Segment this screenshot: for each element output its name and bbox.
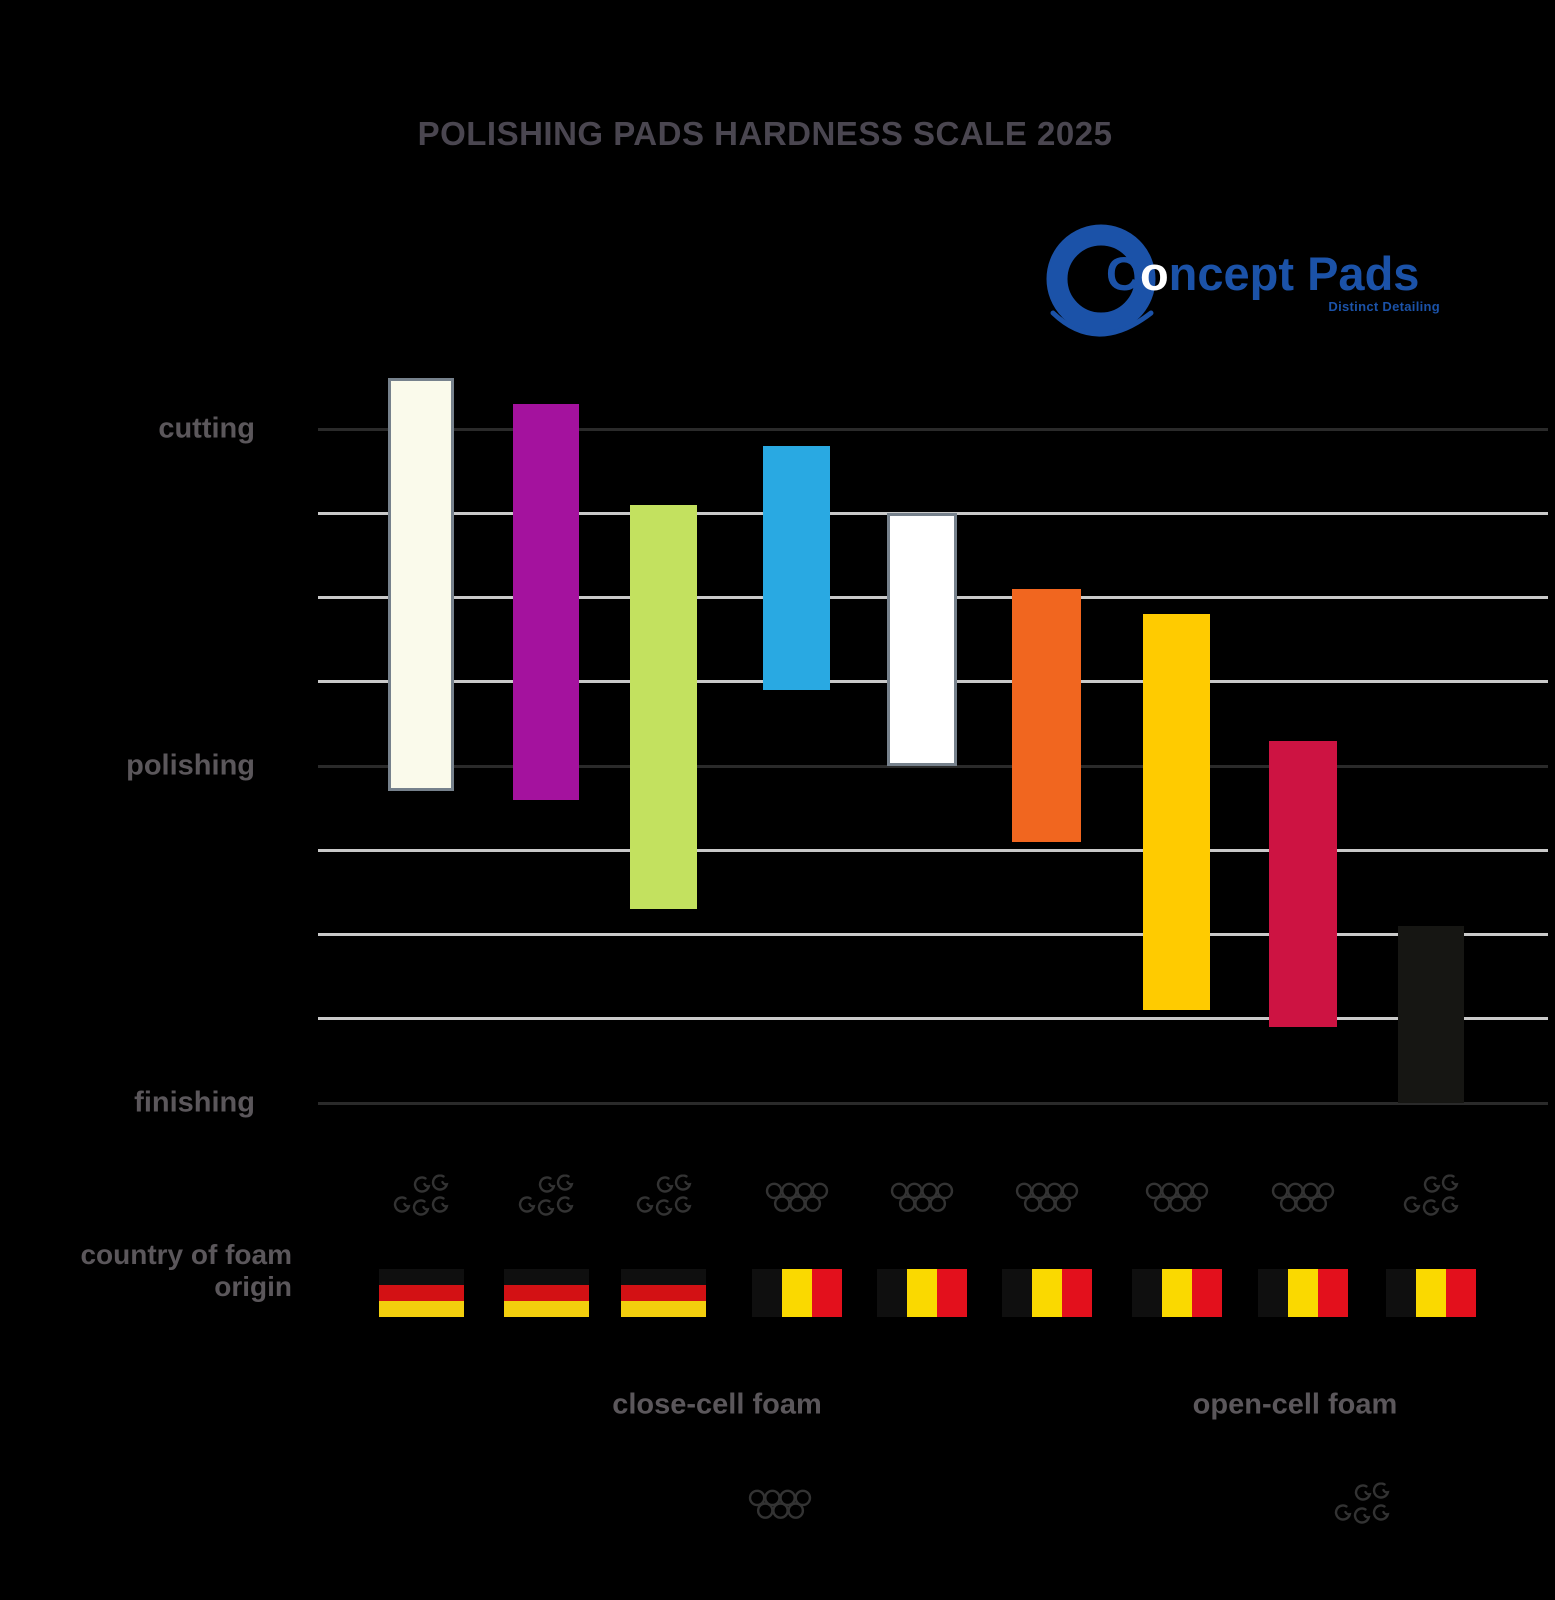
bar-purple (513, 403, 579, 800)
brand-letter-c: C (1106, 247, 1140, 300)
gridline-minor (318, 848, 1548, 852)
bar-black (1398, 926, 1464, 1103)
axis-label-cutting: cutting (158, 412, 255, 445)
flag-stripe (1191, 1269, 1222, 1317)
gridline-minor (318, 933, 1548, 936)
brand-letter-o: o (1139, 247, 1169, 300)
flag-stripe (503, 1285, 589, 1301)
flag-germany (378, 1269, 464, 1317)
close-cell-icon (1015, 1182, 1079, 1213)
gridline-major (318, 427, 1548, 431)
logo-brand-text: Concept Pads (1106, 250, 1419, 297)
flag-belgium (1258, 1269, 1348, 1317)
flag-stripe (378, 1285, 464, 1301)
bar-white (887, 513, 957, 766)
legend-label-close-cell: close-cell foam (612, 1388, 822, 1421)
legend-label-open-cell: open-cell foam (1192, 1388, 1398, 1421)
flag-stripe (751, 1269, 782, 1317)
flag-stripe (503, 1269, 589, 1285)
flag-stripe (621, 1301, 706, 1317)
close-cell-icon (1271, 1182, 1335, 1213)
close-cell-icon (1145, 1182, 1209, 1213)
flag-belgium (1001, 1269, 1092, 1317)
bar-orange (1012, 589, 1081, 842)
close-cell-icon (765, 1182, 829, 1213)
flag-stripe (1131, 1269, 1162, 1317)
brand-rest: ncept Pads (1168, 247, 1420, 300)
axis-label-finishing: finishing (134, 1086, 255, 1119)
flag-germany (503, 1269, 589, 1317)
flag-stripe (1318, 1269, 1348, 1317)
gridline-major (318, 1101, 1548, 1105)
flag-stripe (1288, 1269, 1318, 1317)
logo-tagline: Distinct Detailing (1328, 299, 1440, 314)
bar-ivory (388, 378, 454, 792)
flag-belgium (751, 1269, 842, 1317)
open-cell-icon (388, 1174, 454, 1220)
flag-belgium (1131, 1269, 1222, 1317)
open-cell-icon (513, 1174, 579, 1220)
flag-stripe (503, 1301, 589, 1317)
flag-stripe (1031, 1269, 1062, 1317)
flag-stripe (1061, 1269, 1092, 1317)
chart-title: POLISHING PADS HARDNESS SCALE 2025 (417, 115, 1113, 152)
flag-stripe (1258, 1269, 1288, 1317)
gridline-major (318, 764, 1548, 768)
open-cell-icon (1398, 1174, 1464, 1220)
flag-stripe (378, 1269, 464, 1285)
close-cell-icon (890, 1182, 954, 1213)
flag-stripe (1001, 1269, 1032, 1317)
flag-stripe (811, 1269, 842, 1317)
flag-belgium (877, 1269, 967, 1317)
open-cell-icon (1329, 1482, 1395, 1528)
concept-pads-logo-ring-icon (1046, 224, 1156, 337)
flag-stripe (1386, 1269, 1416, 1317)
gridline-minor (318, 1017, 1548, 1021)
flag-stripe (1446, 1269, 1476, 1317)
flag-stripe (907, 1269, 937, 1317)
flag-stripe (1161, 1269, 1192, 1317)
open-cell-icon (631, 1174, 697, 1220)
close-cell-icon (748, 1489, 812, 1520)
bar-green (630, 504, 697, 910)
flag-stripe (621, 1285, 706, 1301)
flag-stripe (621, 1269, 706, 1285)
axis-label-polishing: polishing (126, 749, 255, 782)
flag-stripe (937, 1269, 967, 1317)
flag-stripe (378, 1301, 464, 1317)
flag-stripe (877, 1269, 907, 1317)
row-label-country-of-foam-origin: country of foam origin (80, 1239, 292, 1302)
flag-stripe (781, 1269, 812, 1317)
flag-stripe (1416, 1269, 1446, 1317)
bar-blue (763, 445, 830, 691)
flag-belgium (1386, 1269, 1476, 1317)
flag-germany (621, 1269, 706, 1317)
bar-red (1269, 740, 1337, 1028)
bar-yellow (1143, 614, 1210, 1011)
